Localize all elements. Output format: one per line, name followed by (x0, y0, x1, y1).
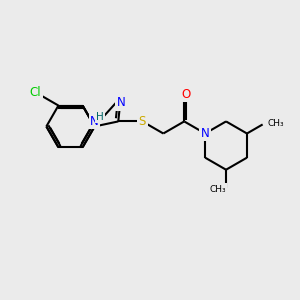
Text: O: O (181, 88, 190, 101)
Text: S: S (139, 115, 146, 128)
Text: Cl: Cl (29, 86, 41, 99)
Text: N: N (116, 96, 125, 109)
Text: N: N (90, 115, 99, 128)
Text: CH₃: CH₃ (209, 185, 226, 194)
Text: CH₃: CH₃ (267, 119, 284, 128)
Text: N: N (201, 127, 209, 140)
Text: H: H (96, 112, 104, 122)
